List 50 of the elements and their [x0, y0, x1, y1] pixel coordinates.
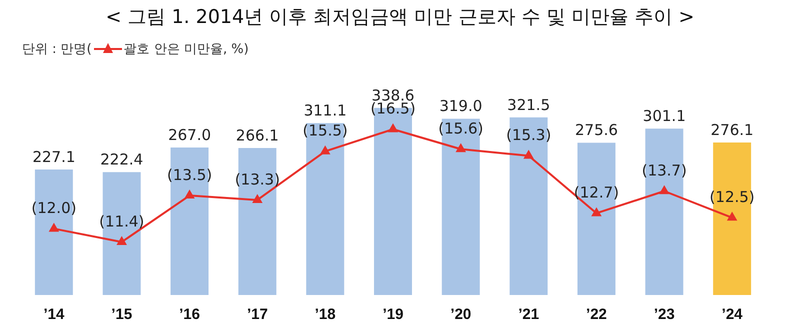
data-label: 319.0: [439, 97, 482, 116]
point: [456, 144, 466, 152]
x-tick-label: ’15: [111, 306, 132, 324]
point: [524, 150, 534, 159]
data-label: 311.1: [304, 102, 347, 120]
data-label: (13.5): [166, 166, 212, 184]
x-tick-label: ’16: [179, 306, 200, 324]
data-label: (15.6): [438, 120, 484, 138]
point: [592, 208, 601, 216]
data-label: (13.7): [642, 162, 687, 180]
data-label: 267.0: [168, 126, 212, 144]
data-label: 227.1: [32, 148, 76, 166]
point: [320, 146, 330, 154]
point: [388, 124, 398, 132]
x-tick-label: ’20: [450, 306, 472, 324]
bar: [645, 128, 684, 295]
x-tick-label: ’23: [654, 306, 675, 324]
data-label: (16.5): [370, 100, 416, 118]
x-tick-label: ’22: [586, 306, 607, 324]
data-label: (15.3): [506, 126, 552, 144]
data-label: (11.4): [99, 212, 144, 230]
data-label: 276.1: [710, 120, 754, 139]
bar: [102, 172, 141, 295]
data-label: 301.1: [642, 107, 686, 126]
x-tick-label: ’14: [43, 306, 65, 324]
data-label: 275.6: [574, 121, 618, 140]
data-label: (15.5): [302, 122, 348, 140]
point: [252, 194, 262, 203]
chart-title: < 그림 1. 2014년 이후 최저임금액 미만 근로자 수 및 미만율 추이 >: [104, 5, 696, 30]
data-label: (12.7): [574, 184, 620, 202]
data-label: (13.3): [234, 170, 280, 188]
x-tick-label: ’24: [722, 306, 744, 324]
x-tick-label: ’18: [314, 306, 336, 324]
x-tick-label: ’19: [382, 306, 404, 324]
bar: [442, 118, 480, 295]
point: [49, 224, 58, 232]
data-label: 321.5: [507, 96, 550, 114]
x-tick-label: ’21: [518, 306, 540, 324]
bar: [510, 117, 548, 295]
data-label: 266.1: [236, 126, 279, 144]
data-label: (12.0): [31, 199, 76, 218]
point: [117, 236, 126, 245]
data-label: 222.4: [100, 150, 144, 169]
point: [185, 190, 194, 199]
bar: [306, 123, 344, 295]
point: [728, 212, 737, 221]
point: [660, 186, 669, 194]
legend-label: 괄호 안은 미만율, %): [124, 41, 249, 58]
x-tick-label: ’17: [246, 306, 268, 324]
text: 단위 : 만명(: [22, 41, 92, 58]
